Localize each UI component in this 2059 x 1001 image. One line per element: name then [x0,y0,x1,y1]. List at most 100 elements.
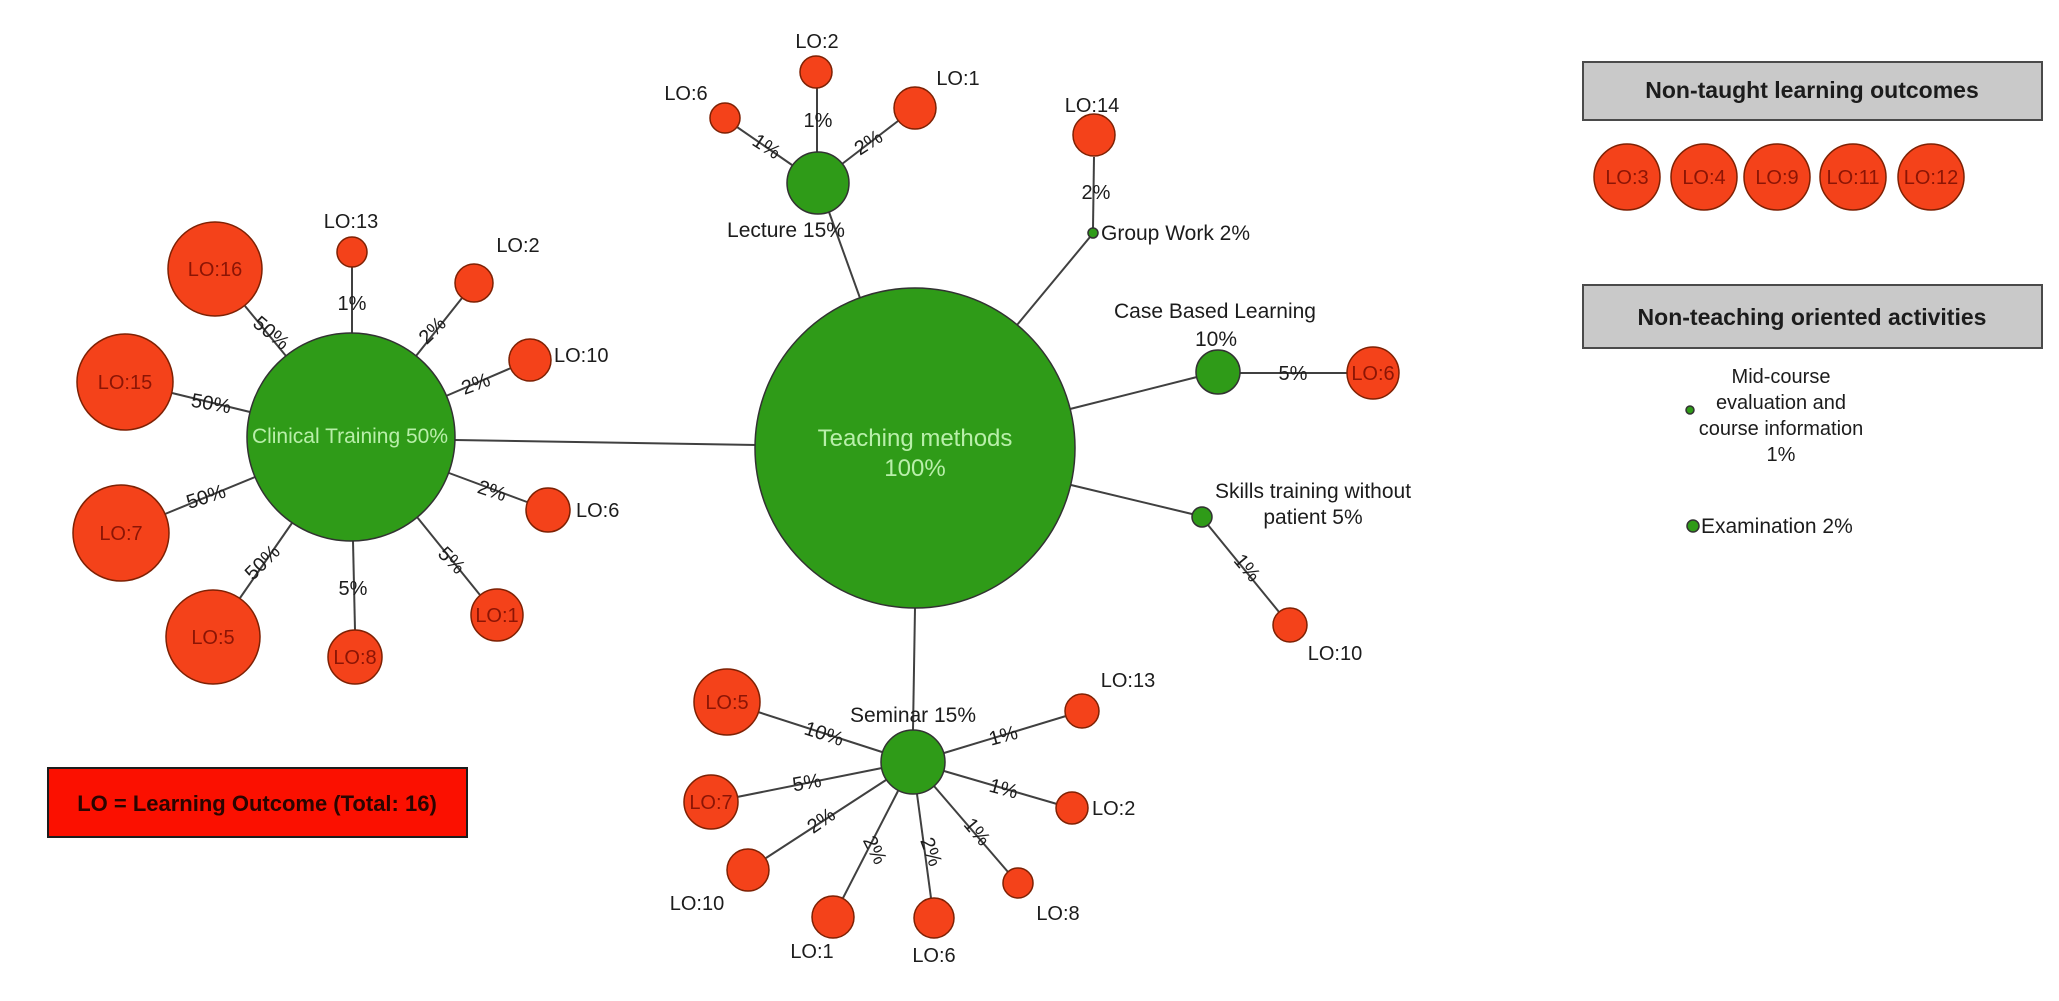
clinical-lo16-node [167,221,263,317]
group-work-lo14-label: LO:14 [1065,95,1119,117]
group-work-node [1087,227,1099,239]
seminar-lo13-pct: 1% [987,722,1021,751]
clinical-lo8-pct: 5% [339,578,368,600]
lecture-lo2-pct: 1% [804,110,833,132]
case-based-lo6-node [1346,346,1400,400]
clinical-lo5-pct: 50% [241,541,285,585]
seminar-label: Seminar 15% [850,704,976,727]
non-taught-lo4-label: LO:4 [1682,167,1725,189]
seminar-lo5-label: LO:5 [705,692,748,714]
edge [1016,236,1091,326]
non-taught-header-title: Non-taught learning outcomes [1645,77,1979,103]
clinical-lo15-pct: 50% [189,390,232,419]
edge [171,392,251,413]
examination-label: Examination 2% [1701,515,1853,538]
skills-lo10-label: LO:10 [1308,643,1362,665]
edge [415,297,463,357]
clinical-lo7-pct: 50% [184,481,229,514]
edge [454,439,758,446]
seminar-lo1-pct: 2% [858,832,891,868]
edge [1069,376,1198,410]
teaching-methods-label-line2: 100% [884,455,945,482]
edge [239,522,293,599]
clinical-training-node [246,332,456,542]
seminar-lo10-pct: 2% [803,804,839,839]
mid-course-node [1685,405,1695,415]
edge [244,305,287,357]
case-based-node [1195,349,1241,395]
edge [448,472,528,503]
clinical-lo7-node [72,484,170,582]
clinical-lo15-node [76,333,174,431]
edge [1092,156,1095,229]
edge [943,715,1067,754]
seminar-lo6-label: LO:6 [912,945,955,967]
seminar-lo7-label: LO:7 [689,792,732,814]
clinical-lo2-node [454,263,494,303]
edge [841,120,899,165]
edges [164,88,1347,899]
seminar-lo1-label: LO:1 [790,941,833,963]
edge [164,476,256,515]
lecture-node [786,151,850,215]
edge [1207,524,1280,613]
case-based-edge-pct: 5% [1279,363,1308,385]
edge [916,793,932,899]
clinical-lo1-node [470,588,524,642]
clinical-lo5-label: LO:5 [191,627,234,649]
edge [445,367,512,397]
edge [933,785,1009,873]
clinical-lo13-label: LO:13 [324,211,378,233]
seminar-lo8-label: LO:8 [1036,903,1079,925]
non-taught-lo12-label: LO:12 [1904,167,1958,189]
seminar-lo13-node [1064,693,1100,729]
seminar-lo6-node [913,897,955,939]
seminar-lo8-node [1002,867,1034,899]
non-taught-lo4-node [1670,143,1738,211]
mid-course-label-line4: 1% [1767,444,1796,466]
seminar-node [880,729,946,795]
seminar-lo13-label: LO:13 [1101,670,1155,692]
clinical-lo10-pct: 2% [459,369,494,400]
clinical-lo6-pct: 2% [475,476,509,506]
clinical-training-label: Clinical Training 50% [252,425,448,448]
non-teaching-header-title: Non-teaching oriented activities [1638,304,1987,330]
edge [757,711,883,753]
mid-course-label-line1: Mid-course [1732,366,1831,388]
clinical-lo7-label: LO:7 [99,523,142,545]
seminar-lo1-node [811,895,855,939]
edge [828,211,861,299]
mid-course-label-line2: evaluation and [1716,392,1846,414]
clinical-lo8-node [327,629,383,685]
clinical-lo6-label: LO:6 [576,500,619,522]
seminar-lo5-node [693,668,761,736]
seminar-lo5-pct: 10% [801,718,846,751]
non-taught-lo9-node [1743,143,1811,211]
edge [943,770,1058,805]
case-based-title: Case Based Learning [1114,300,1316,323]
lecture-label: Lecture 15% [727,219,845,242]
non-taught-lo3-label: LO:3 [1605,167,1648,189]
lecture-lo1-node [893,86,937,130]
non-taught-lo11-node [1819,143,1887,211]
skills-node [1191,506,1213,528]
seminar-lo7-pct: 5% [791,770,824,797]
lecture-lo2-node [799,55,833,89]
group-work-label: Group Work 2% [1101,222,1250,245]
clinical-lo15-label: LO:15 [98,372,152,394]
skills-edge-pct: 1% [1229,550,1265,586]
seminar-lo2-node [1055,791,1089,825]
skills-lo10-node [1272,607,1308,643]
seminar-lo6-pct: 2% [915,835,946,870]
teaching-methods-node [754,287,1076,609]
clinical-lo13-node [336,236,368,268]
seminar-lo10-node [726,848,770,892]
lecture-lo6-label: LO:6 [664,83,707,105]
edge [736,126,793,166]
non-taught-lo9-label: LO:9 [1755,167,1798,189]
teaching-methods-label-line1: Teaching methods [818,425,1013,452]
lecture-lo6-pct: 1% [748,130,784,164]
clinical-lo5-node [165,589,261,685]
clinical-lo1-label: LO:1 [475,605,518,627]
